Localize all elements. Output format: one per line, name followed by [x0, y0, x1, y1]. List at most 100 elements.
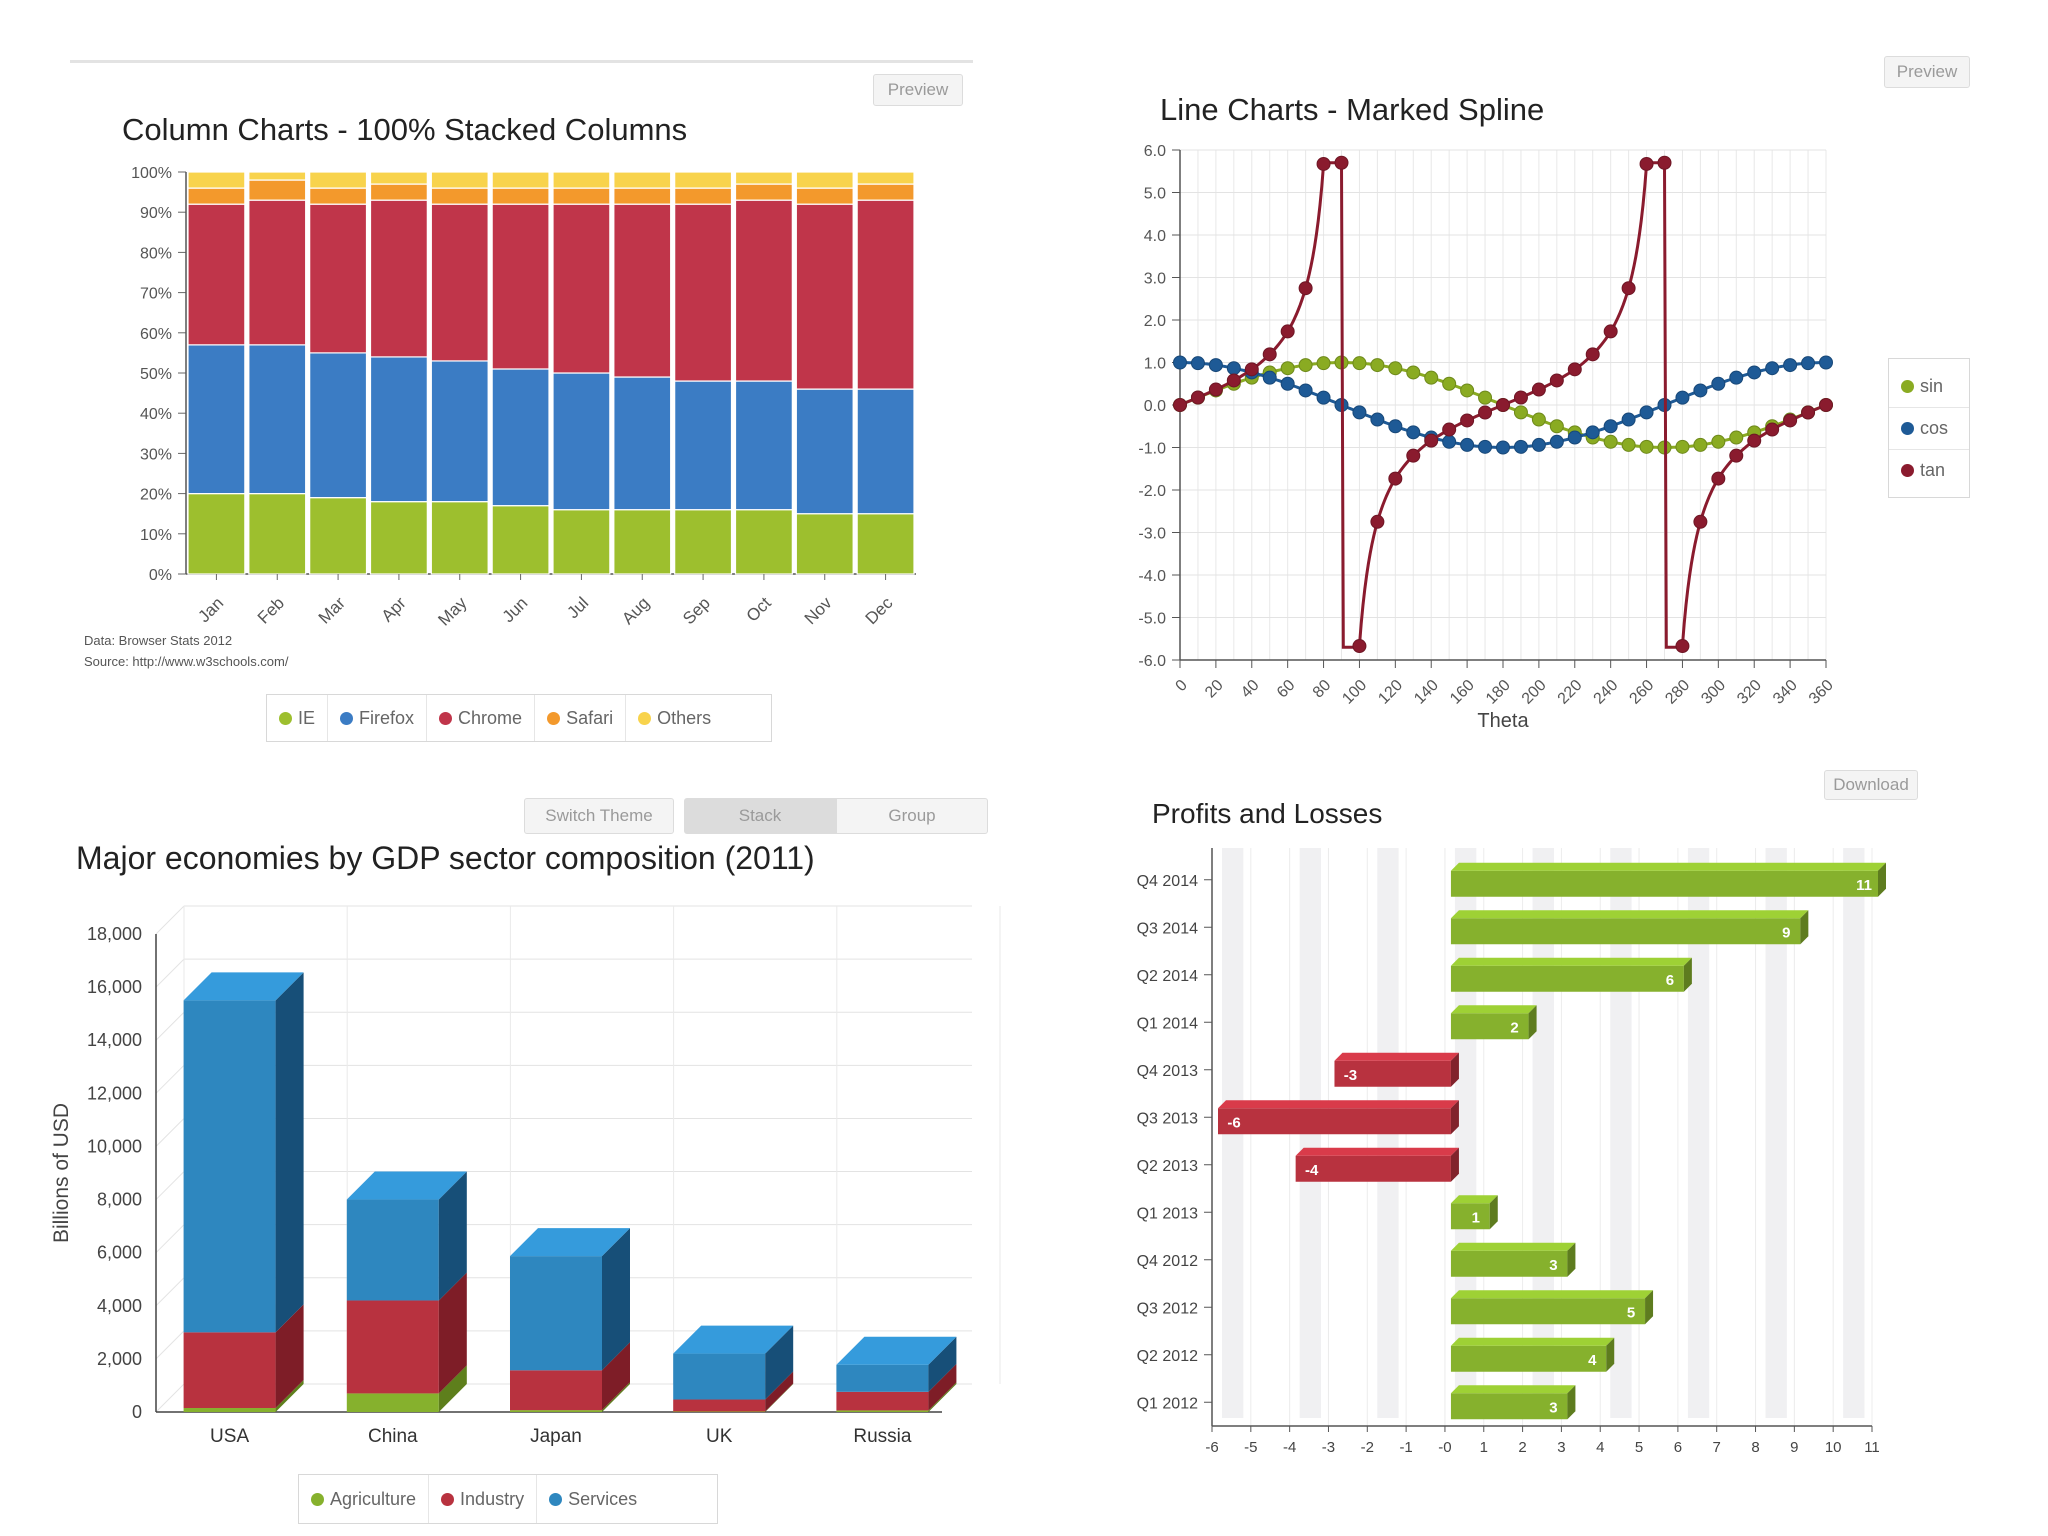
legend-item-industry[interactable]: Industry — [429, 1475, 538, 1523]
x-tick-label: 220 — [1555, 677, 1586, 708]
group-button[interactable]: Group — [836, 798, 988, 834]
x-tick-label: Mar — [315, 593, 349, 627]
legend-item-firefox[interactable]: Firefox — [328, 695, 428, 741]
grid-line-depth — [155, 1383, 185, 1413]
data-label: 4 — [1588, 1352, 1597, 1369]
data-point-tan — [1244, 362, 1259, 377]
x-tick-label: Nov — [801, 593, 836, 628]
data-point-cos — [1406, 425, 1421, 440]
credits-data-line: Data: Browser Stats 2012 — [84, 633, 233, 648]
data-point-cos — [1442, 434, 1457, 449]
legend-item-sin[interactable]: sin — [1889, 366, 1969, 408]
bar-side — [1450, 1147, 1459, 1182]
x-tick-label: 240 — [1591, 677, 1622, 708]
bar-segment-safari — [369, 183, 428, 201]
bar-top-services — [673, 1325, 794, 1354]
legend-item-tan[interactable]: tan — [1889, 450, 1969, 491]
data-point-cos — [1388, 419, 1403, 434]
data-point-cos — [1783, 358, 1798, 373]
bar-segment-ie — [491, 505, 550, 575]
legend-item-safari[interactable]: Safari — [535, 695, 627, 741]
bar-side-agriculture — [438, 1365, 467, 1412]
bar-side — [1645, 1290, 1654, 1325]
data-point-cos — [1639, 405, 1654, 420]
legend-item-services[interactable]: Services — [537, 1475, 649, 1523]
y-tick-label: 0 — [132, 1402, 142, 1422]
bar-front — [1218, 1108, 1451, 1135]
data-point-tan — [1621, 281, 1636, 296]
stacked-columns-chart: 0% 10% 20% 30% 40% 50% 60% 70% 80% 90% 100% Jan Feb M… — [131, 165, 916, 630]
x-tick-label: Russia — [853, 1426, 912, 1447]
bar-segment-safari — [430, 187, 489, 205]
x-tick-label: -6 — [1205, 1439, 1218, 1456]
x-tick-label: 3 — [1557, 1439, 1565, 1456]
bar-segment-firefox — [795, 388, 854, 515]
data-point-cos — [1478, 439, 1493, 454]
stacked-columns-panel: Preview Column Charts - 100% Stacked Col… — [0, 0, 1000, 760]
x-tick-label: Oct — [743, 593, 775, 625]
legend-item-cos[interactable]: cos — [1889, 408, 1969, 450]
bar-side-agriculture — [928, 1382, 957, 1412]
data-point-sin — [1531, 412, 1546, 427]
bar-front — [1450, 1250, 1568, 1277]
grid-line-depth — [155, 1277, 185, 1307]
data-point-tan — [1478, 405, 1493, 420]
bar-segment-firefox — [187, 344, 246, 495]
y-tick-label: 10% — [140, 527, 172, 544]
legend-marker — [638, 711, 652, 725]
legend-label: Safari — [566, 707, 614, 728]
x-tick-label: Apr — [378, 593, 410, 625]
data-point-sin — [1603, 434, 1618, 449]
y-tick-label: 2.0 — [1144, 313, 1166, 330]
data-point-cos — [1585, 425, 1600, 440]
data-point-tan — [1711, 471, 1726, 486]
bar-front-industry — [510, 1370, 602, 1411]
y-tick-label: 30% — [140, 446, 172, 463]
bar-segment-ie — [187, 493, 246, 575]
y-tick-label: 8,000 — [97, 1190, 142, 1210]
y-tick-label: Q4 2012 — [1137, 1253, 1198, 1270]
bar-segment-ie — [248, 493, 307, 575]
y-tick-label: 60% — [140, 326, 172, 343]
y-tick-label: 90% — [140, 205, 172, 222]
x-tick-label: 20 — [1202, 677, 1227, 702]
y-tick-label: -2.0 — [1138, 483, 1166, 500]
x-axis-title: Theta — [1477, 710, 1529, 732]
data-point-tan — [1173, 398, 1187, 412]
bar-top — [1295, 1147, 1459, 1156]
data-point-sin — [1693, 437, 1708, 452]
preview-button[interactable]: Preview — [1884, 56, 1970, 88]
bar-segment-firefox — [248, 344, 307, 495]
spline-legend: sin cos tan — [1888, 358, 1970, 498]
x-tick-label: 280 — [1662, 677, 1693, 708]
legend-item-agriculture[interactable]: Agriculture — [299, 1475, 430, 1523]
data-point-sin — [1424, 370, 1439, 385]
x-tick-label: 160 — [1447, 677, 1478, 708]
x-tick-label: 40 — [1238, 677, 1263, 702]
bar-segment-safari — [734, 183, 793, 201]
legend-marker — [1901, 379, 1914, 393]
x-tick-label: Dec — [862, 593, 897, 628]
bar-front-services — [510, 1256, 602, 1371]
chart-title: Column Charts - 100% Stacked Columns — [122, 112, 688, 147]
data-point-tan — [1424, 433, 1439, 448]
switch-theme-button[interactable]: Switch Theme — [524, 798, 674, 834]
data-point-sin — [1442, 376, 1457, 391]
stack-button[interactable]: Stack — [684, 798, 836, 834]
legend-item-others[interactable]: Others — [626, 695, 723, 741]
data-label: 3 — [1549, 1257, 1557, 1274]
y-tick-label: Q3 2012 — [1137, 1300, 1198, 1317]
bar-segment-chrome — [856, 199, 915, 390]
preview-button[interactable]: Preview — [873, 74, 963, 106]
legend-item-ie[interactable]: IE — [267, 695, 329, 741]
grid-line-depth — [155, 1224, 185, 1254]
bar-segment-safari — [552, 187, 611, 205]
data-point-tan — [1280, 324, 1295, 339]
bar-segment-safari — [309, 187, 368, 205]
data-point-cos — [1226, 361, 1241, 376]
legend-item-chrome[interactable]: Chrome — [427, 695, 536, 741]
download-button[interactable]: Download — [1824, 770, 1918, 800]
bar-front — [1450, 918, 1801, 945]
profits-chart: -6 -5 -4 -3 -2 -1 -0 1 2 3 4 5 6 7 8 9 10 11 Q4 2014 11 Q3 2… — [1137, 848, 1886, 1456]
bar-segment-others — [795, 171, 854, 189]
